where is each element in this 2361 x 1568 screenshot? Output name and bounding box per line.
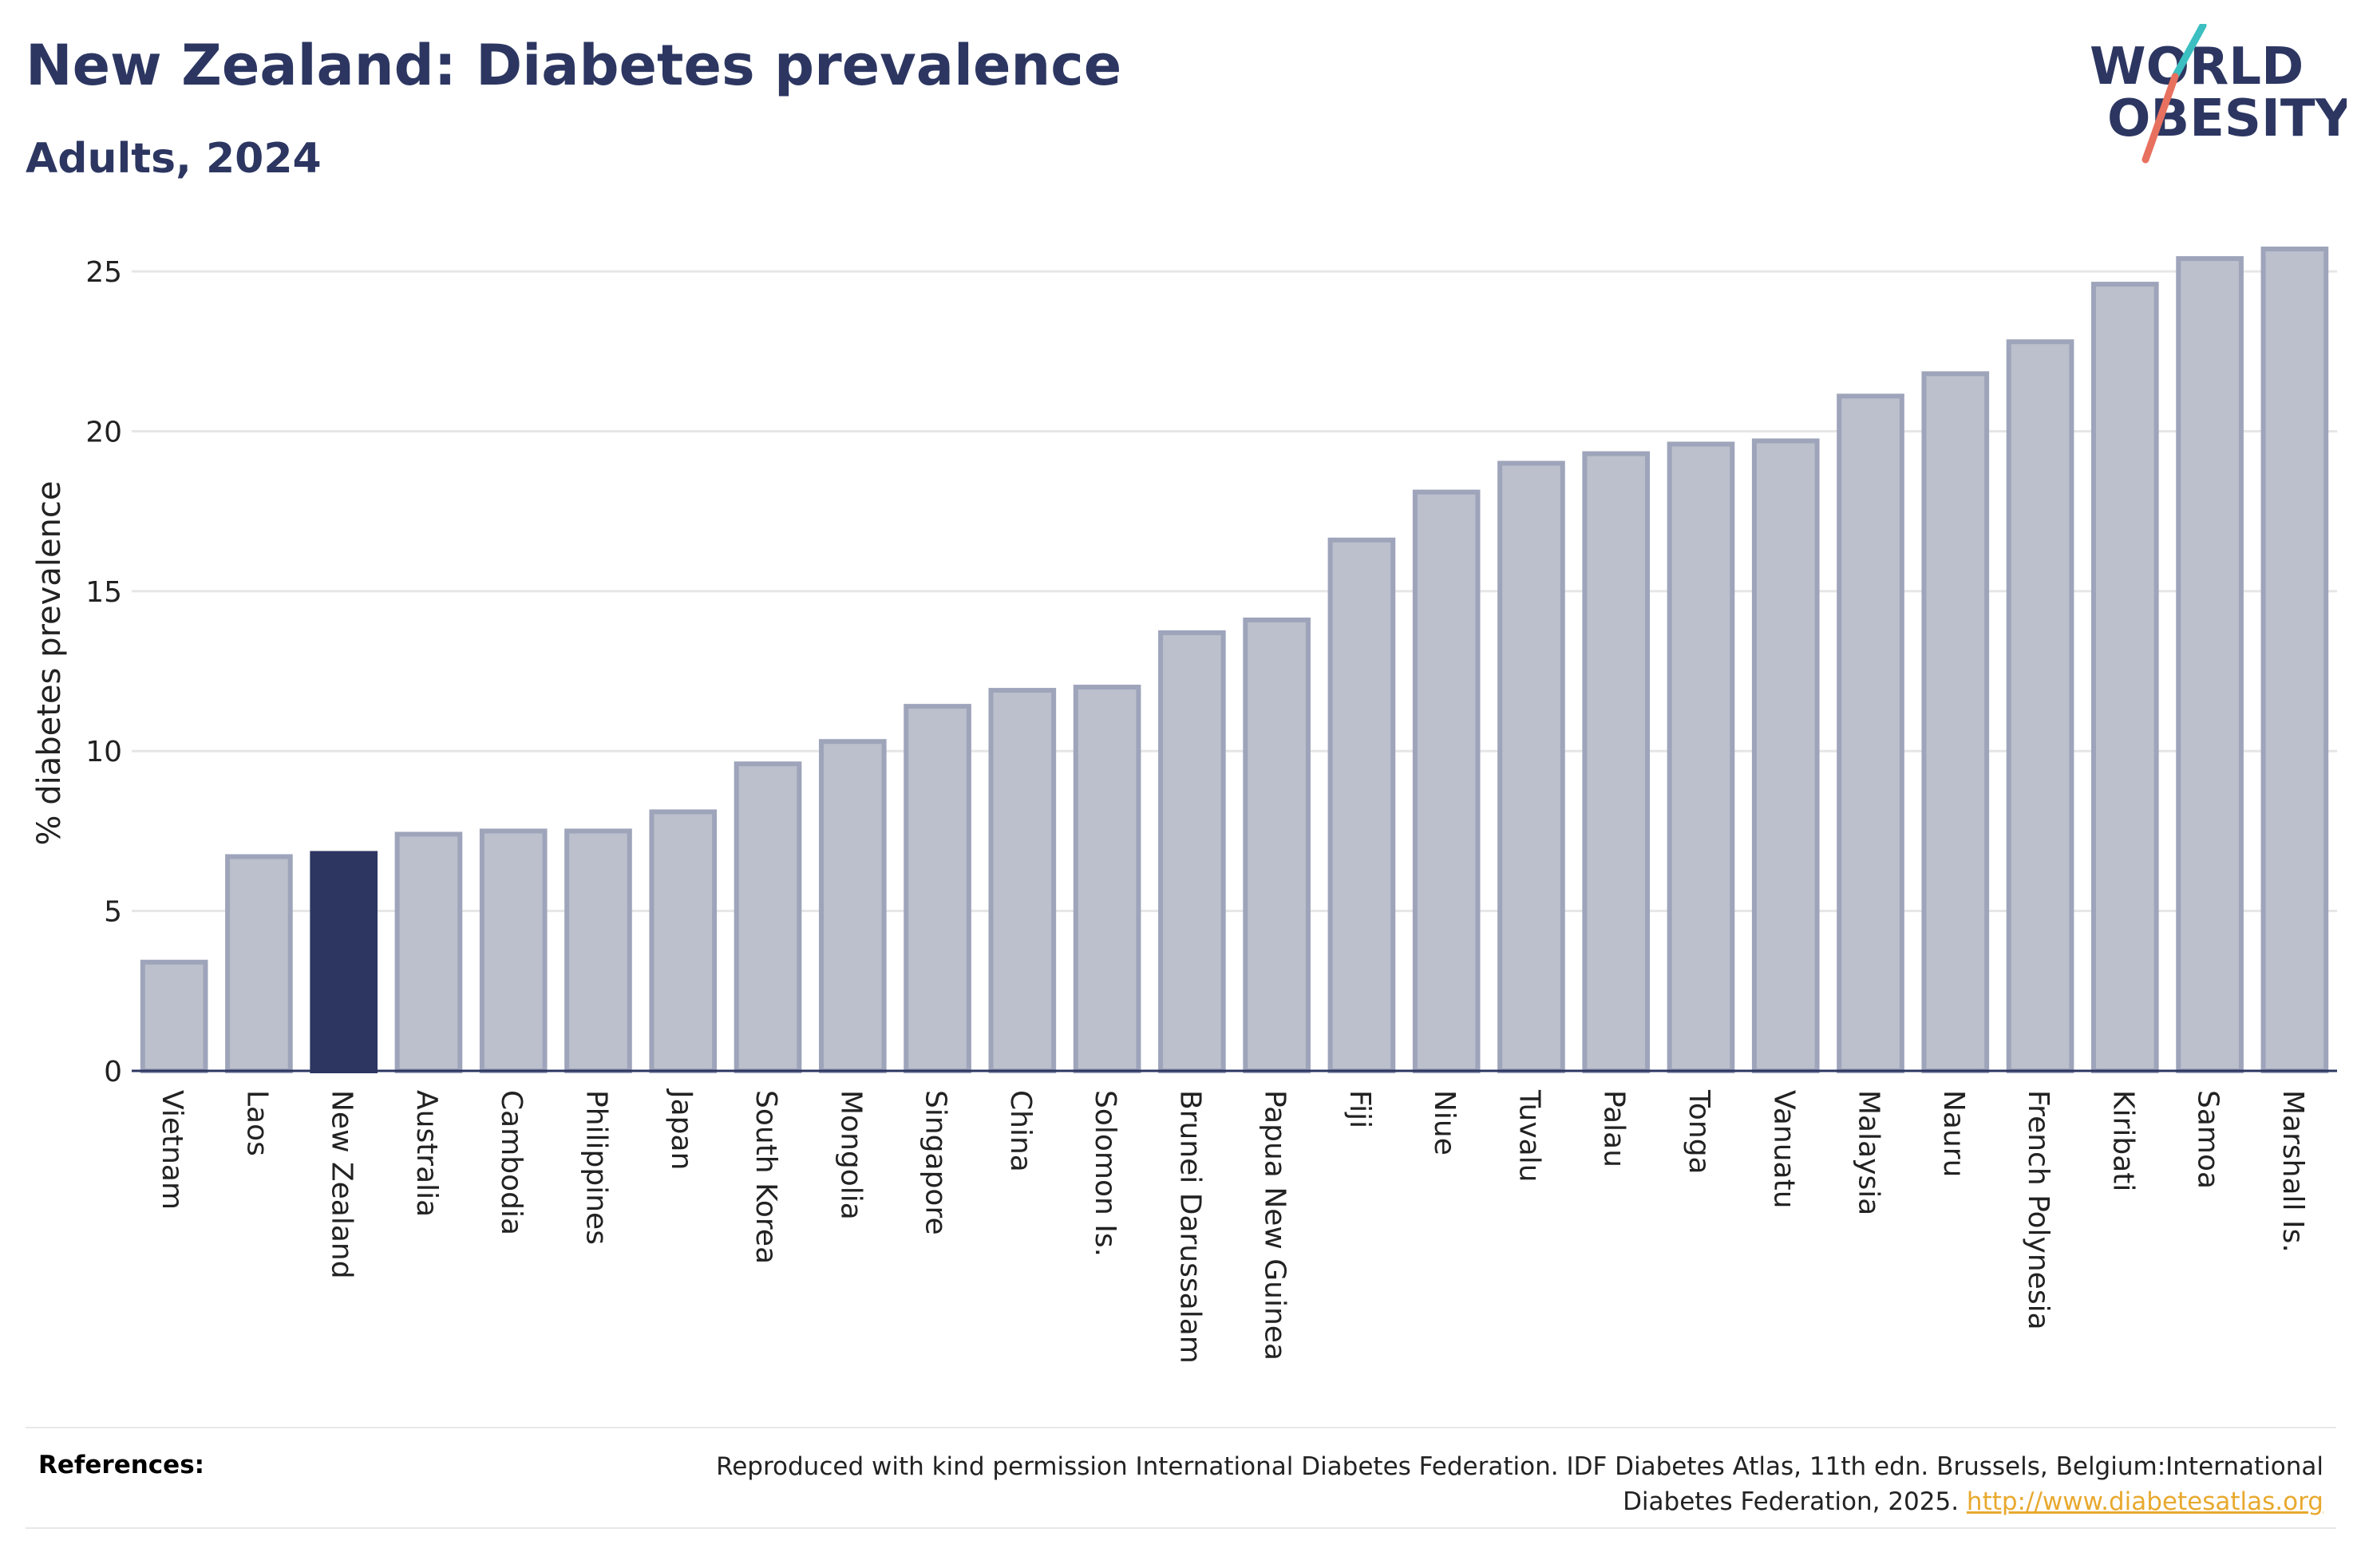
y-tick-label: 10 (85, 736, 122, 768)
bar[interactable] (904, 704, 971, 1073)
bar-chart: 0 5 10 15 20 25 Vietnam Laos New Zealand Australi… (31, 247, 2337, 1364)
bar-highlighted[interactable] (310, 851, 378, 1073)
x-tick-label: Malaysia (1853, 1090, 1885, 1215)
world-obesity-logo-mark: WORLD OBESITY (2090, 22, 2352, 164)
x-tick-label: Philippines (579, 1090, 612, 1245)
x-tick-label: Fiji (1343, 1090, 1376, 1128)
bar[interactable] (2176, 256, 2244, 1073)
y-tick-label: 25 (85, 256, 122, 289)
bar[interactable] (1243, 617, 1311, 1073)
chart-title: New Zealand: Diabetes prevalence (26, 33, 1122, 98)
bar[interactable] (734, 761, 802, 1073)
bar[interactable] (1158, 630, 1226, 1073)
x-tick-label: Laos (240, 1090, 273, 1156)
x-tick-label: Australia (410, 1090, 443, 1217)
x-tick-label: Nauru (1937, 1090, 1970, 1177)
x-tick-label: China (1004, 1090, 1037, 1172)
y-tick-label: 0 (104, 1056, 122, 1088)
logo-slash-teal (2171, 22, 2207, 81)
bar[interactable] (394, 831, 463, 1074)
bar[interactable] (1582, 451, 1651, 1073)
x-tick-label: Marshall Is. (2276, 1090, 2309, 1253)
bar[interactable] (988, 688, 1057, 1073)
references-label: References: (38, 1451, 205, 1479)
x-tick-label: Niue (1428, 1090, 1461, 1155)
bar[interactable] (2006, 339, 2074, 1073)
x-tick-label: Vanuatu (1767, 1090, 1800, 1209)
bar[interactable] (818, 739, 887, 1073)
gridlines (132, 270, 2337, 913)
x-tick-label: Palau (1598, 1090, 1631, 1167)
bar[interactable] (1327, 537, 1396, 1073)
x-tick-label: Singapore (919, 1090, 952, 1235)
bars (140, 247, 2329, 1074)
bar[interactable] (225, 854, 293, 1073)
references-text: Reproduced with kind permission Internat… (716, 1452, 2323, 1516)
bar[interactable] (479, 828, 548, 1074)
axes: 0 5 10 15 20 25 Vietnam Laos New Zealand Australi… (85, 256, 2337, 1364)
bar[interactable] (2260, 247, 2329, 1073)
y-axis-label: % diabetes prevalence (31, 480, 68, 845)
x-tick-label: New Zealand (326, 1090, 358, 1279)
y-tick-label: 5 (104, 896, 122, 929)
bar[interactable] (649, 809, 718, 1074)
bar[interactable] (564, 828, 632, 1074)
logo-text-world: WORLD (2090, 38, 2304, 97)
x-tick-label: Brunei Darussalam (1173, 1090, 1206, 1364)
references-panel: References: Reproduced with kind permiss… (26, 1427, 2336, 1529)
bar[interactable] (1837, 393, 1904, 1073)
x-tick-label: French Polynesia (2022, 1090, 2055, 1330)
bar[interactable] (1921, 371, 1990, 1074)
x-tick-label: Papua New Guinea (1259, 1090, 1291, 1361)
bar[interactable] (140, 959, 208, 1073)
x-tick-label: South Korea (749, 1090, 782, 1264)
x-tick-label: Japan (665, 1088, 698, 1170)
x-tick-label: Cambodia (495, 1090, 528, 1235)
x-tick-label: Vietnam (156, 1090, 188, 1210)
bar[interactable] (1751, 438, 1820, 1073)
chart-subtitle: Adults, 2024 (26, 135, 322, 183)
y-tick-label: 20 (85, 416, 122, 448)
bar[interactable] (1497, 460, 1565, 1073)
x-tick-label: Tonga (1683, 1089, 1715, 1175)
bar[interactable] (2091, 282, 2159, 1074)
x-tick-label: Solomon Is. (1089, 1090, 1121, 1257)
logo-slash-coral (2142, 73, 2179, 164)
diabetes-atlas-link[interactable]: http://www.diabetesatlas.org (1966, 1487, 2323, 1516)
bar[interactable] (1412, 489, 1481, 1073)
x-tick-label: Mongolia (834, 1090, 867, 1220)
y-tick-label: 15 (85, 576, 122, 609)
references-text-block: Reproduced with kind permission Internat… (647, 1449, 2323, 1519)
x-tick-label: Samoa (2192, 1090, 2225, 1189)
logo-text-obesity: OBESITY (2107, 89, 2347, 148)
bar[interactable] (1667, 441, 1735, 1073)
x-tick-label: Kiribati (2106, 1090, 2139, 1191)
x-tick-label: Tuvalu (1513, 1089, 1545, 1183)
bar[interactable] (1073, 685, 1141, 1073)
world-obesity-logo[interactable]: WORLD OBESITY (2075, 22, 2352, 168)
